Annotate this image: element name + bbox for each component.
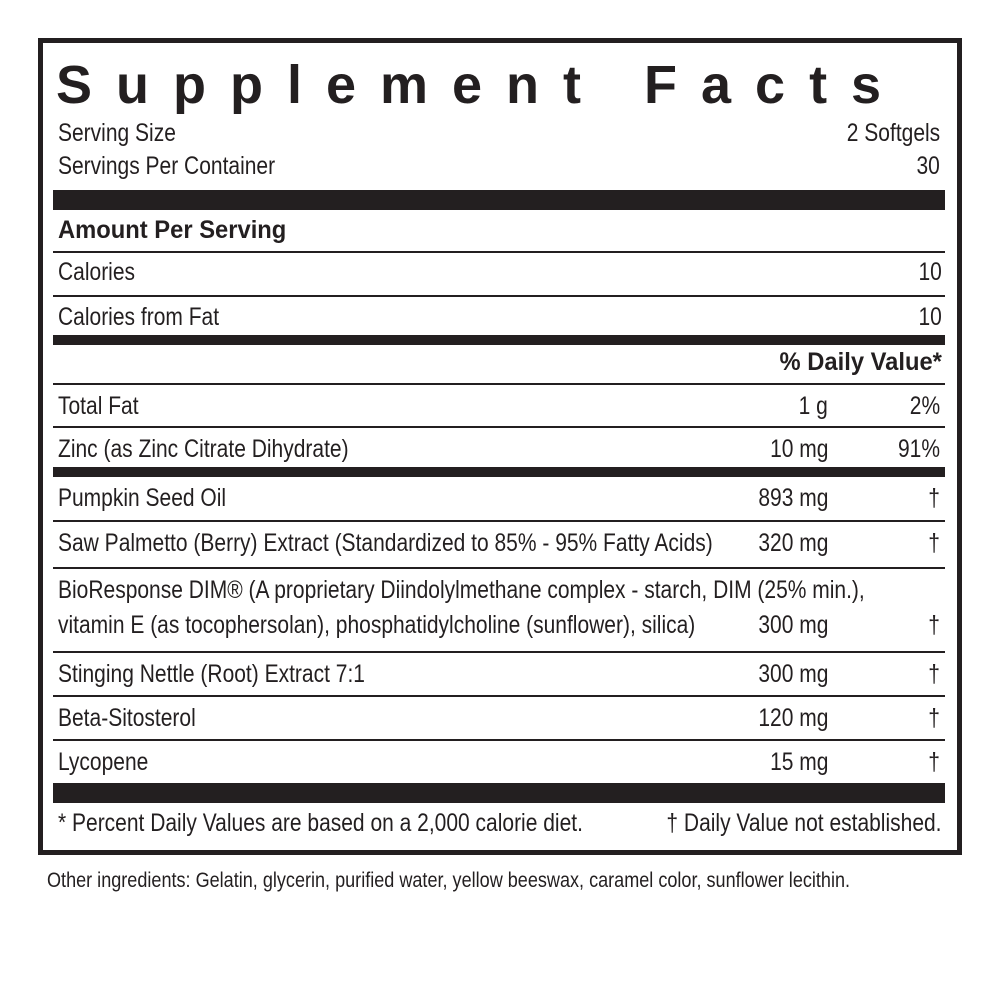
daily-value: †: [928, 748, 940, 776]
calories-value: 10: [918, 303, 942, 331]
daily-value: 2%: [909, 392, 940, 420]
other-ingredients: Other ingredients: Gelatin, glycerin, pu…: [47, 869, 851, 892]
rule: [53, 295, 945, 297]
ingredient-amount: 320 mg: [757, 529, 828, 557]
ingredient-amount: 1 g: [798, 392, 828, 420]
rule: [53, 739, 945, 741]
ingredient-amount: 893 mg: [757, 484, 828, 512]
ingredient-name: BioResponse DIM® (A proprietary Diindoly…: [58, 576, 865, 604]
ingredient-name: Stinging Nettle (Root) Extract 7:1: [58, 660, 365, 688]
ingredient-name: vitamin E (as tocophersolan), phosphatid…: [58, 611, 696, 639]
calories-name: Calories: [58, 258, 136, 286]
serving-size-value: 2 Softgels: [846, 119, 940, 147]
thick-bar: [53, 190, 945, 210]
thick-bar: [53, 783, 945, 803]
title: Supplement Facts: [56, 55, 906, 115]
daily-value: †: [928, 484, 940, 512]
ingredient-amount: 300 mg: [757, 611, 828, 639]
rule: [53, 520, 945, 522]
rule: [53, 426, 945, 428]
ingredient-name: Zinc (as Zinc Citrate Dihydrate): [58, 435, 349, 463]
serving-size-label: Serving Size: [58, 119, 176, 147]
thick-rule: [53, 467, 945, 477]
ingredient-amount: 300 mg: [757, 660, 828, 688]
calories-name: Calories from Fat: [58, 303, 220, 331]
amount-header: Amount Per Serving: [58, 216, 287, 244]
servings-value: 30: [916, 152, 940, 180]
ingredient-name: Pumpkin Seed Oil: [58, 484, 227, 512]
rule: [53, 695, 945, 697]
ingredient-name: Lycopene: [58, 748, 149, 776]
label-box: [38, 38, 962, 855]
rule: [53, 383, 945, 385]
ingredient-amount: 15 mg: [769, 748, 828, 776]
rule: [53, 567, 945, 569]
daily-value: †: [928, 704, 940, 732]
thick-rule: [53, 335, 945, 345]
dv-header: % Daily Value*: [779, 348, 942, 376]
daily-value: †: [928, 611, 940, 639]
servings-label: Servings Per Container: [58, 152, 276, 180]
ingredient-name: Beta-Sitosterol: [58, 704, 196, 732]
ingredient-name: Saw Palmetto (Berry) Extract (Standardiz…: [58, 529, 713, 557]
ingredient-name: Total Fat: [58, 392, 139, 420]
daily-value: †: [928, 660, 940, 688]
footnote: † Daily Value not established.: [666, 809, 942, 837]
daily-value: †: [928, 529, 940, 557]
rule: [53, 251, 945, 253]
daily-value: 91%: [897, 435, 940, 463]
rule: [53, 651, 945, 653]
ingredient-amount: 120 mg: [757, 704, 828, 732]
calories-value: 10: [918, 258, 942, 286]
footnote: * Percent Daily Values are based on a 2,…: [58, 809, 583, 837]
ingredient-amount: 10 mg: [769, 435, 828, 463]
